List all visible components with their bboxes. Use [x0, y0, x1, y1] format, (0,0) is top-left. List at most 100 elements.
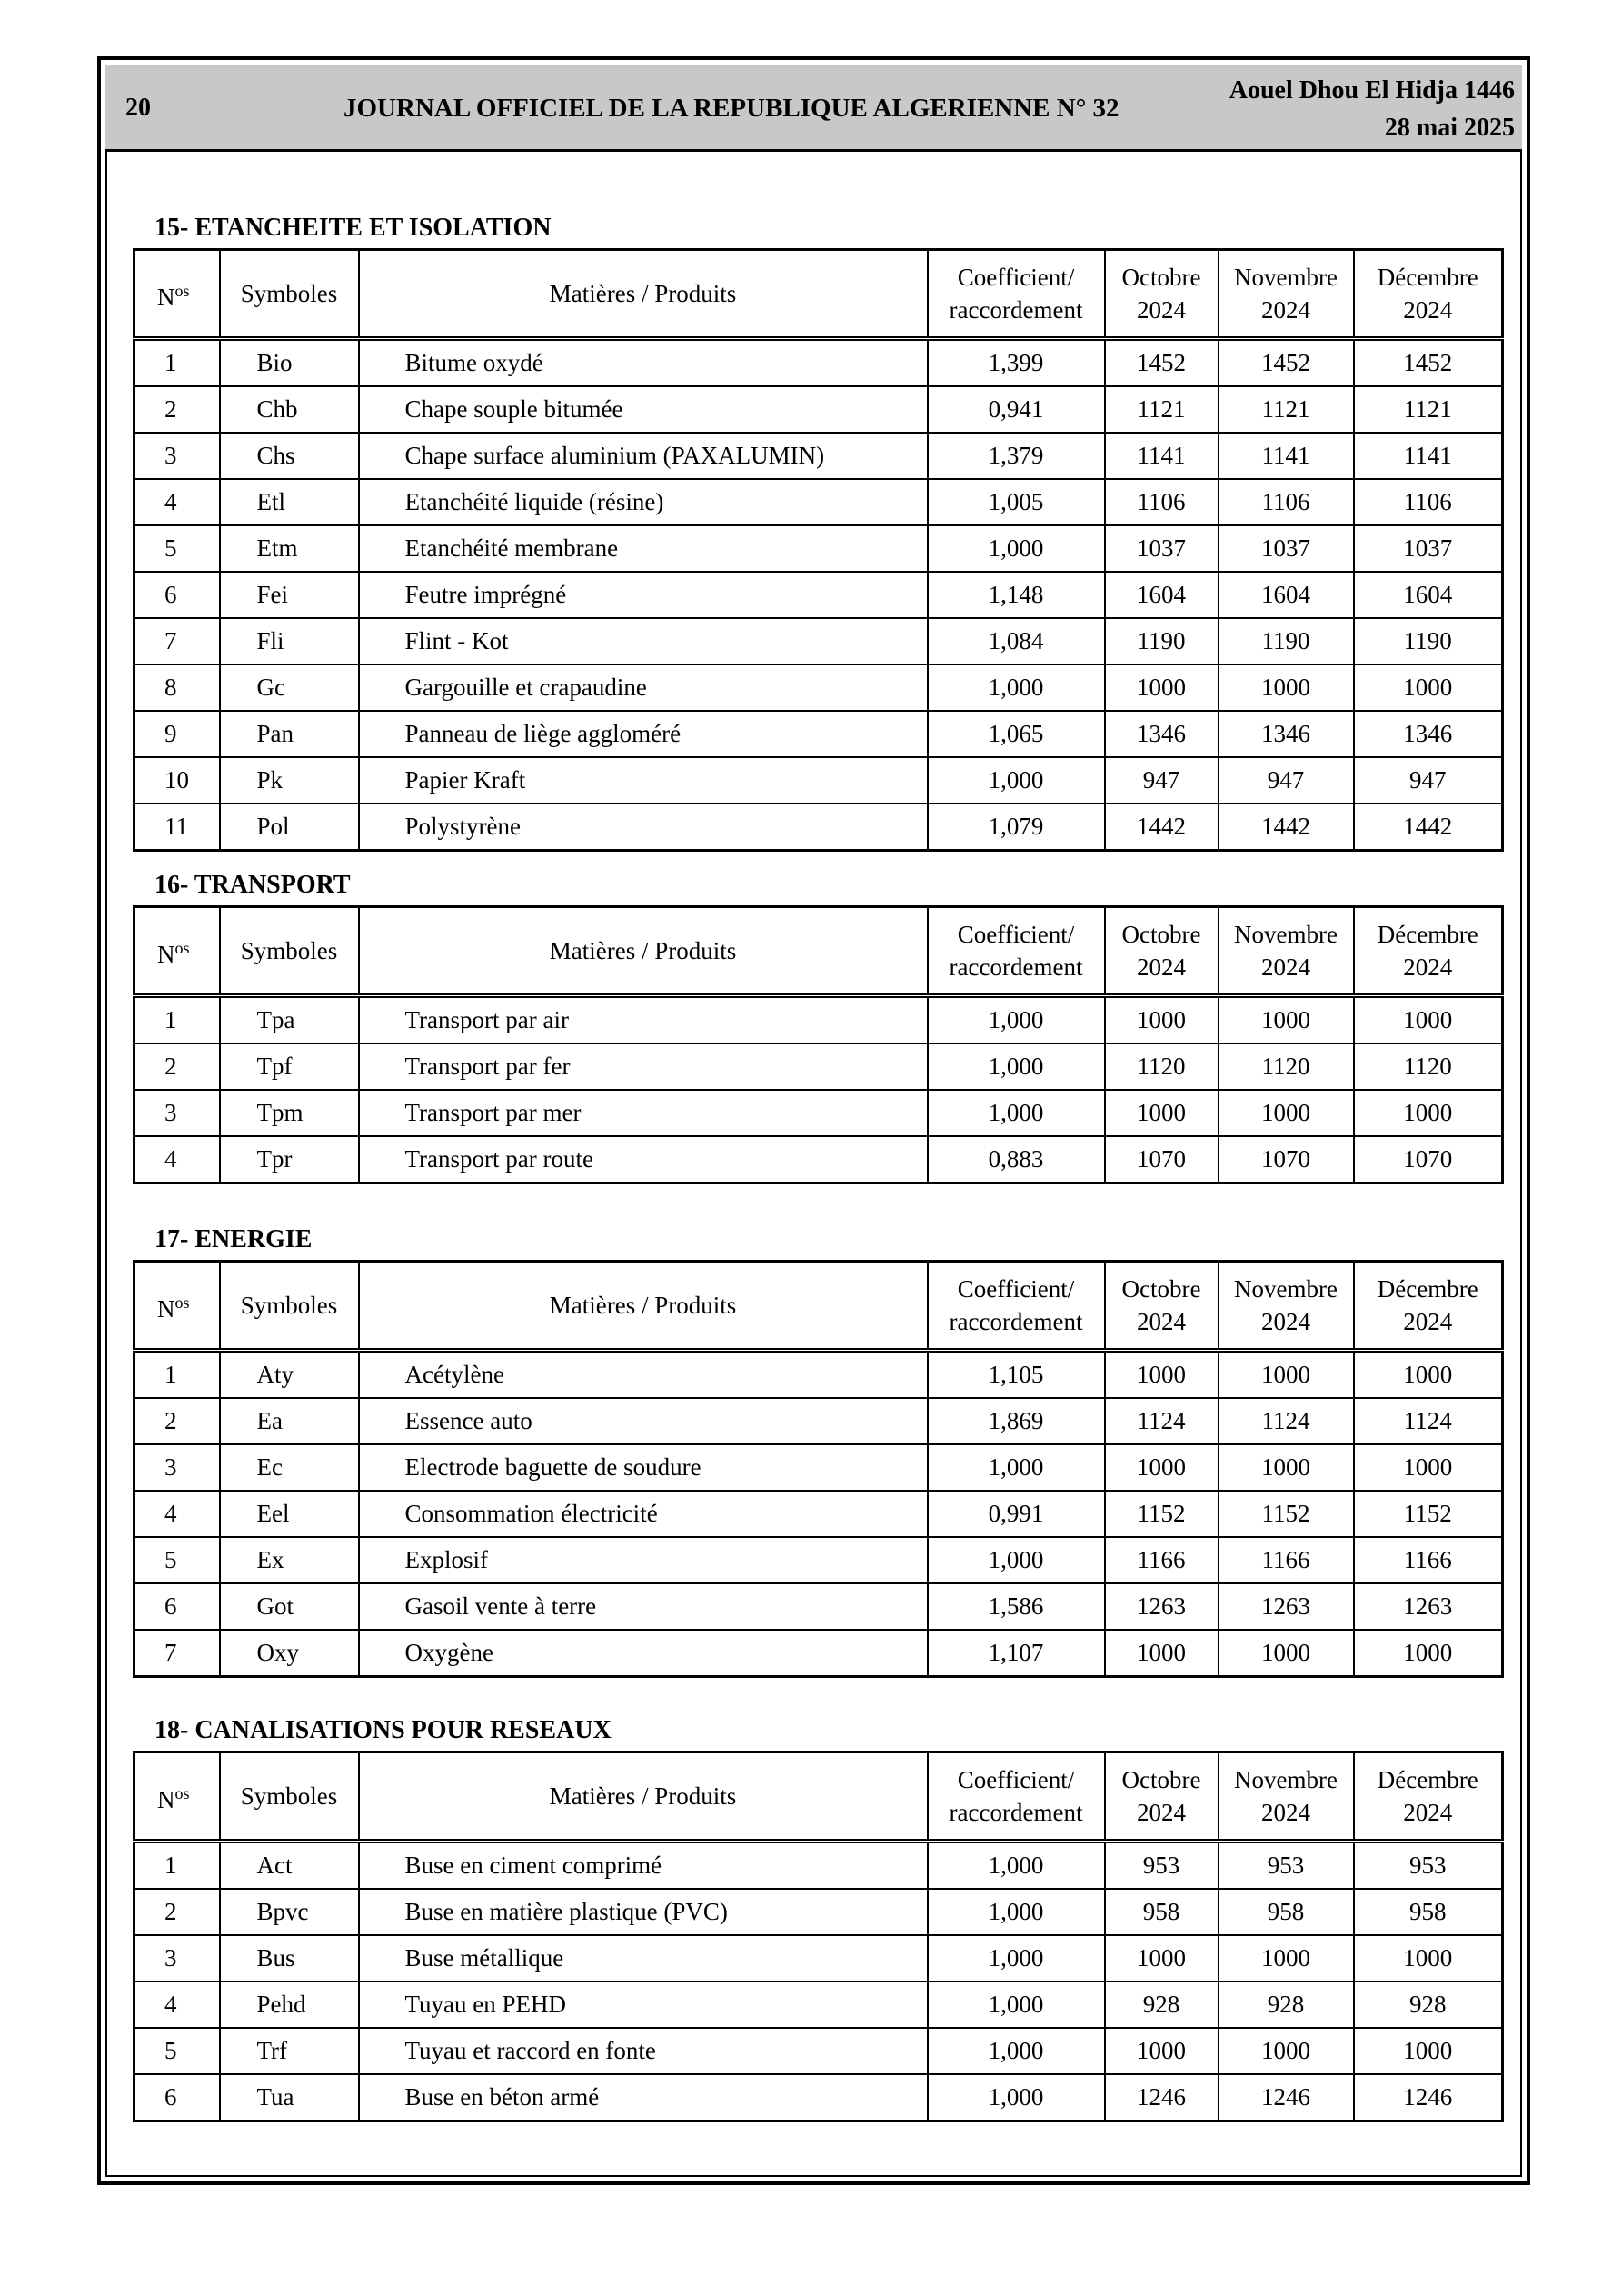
cell: Flint - Kot	[357, 617, 929, 665]
cell: 4	[133, 478, 221, 526]
header-row: Nos Symboles Matières / Produits Coefficien…	[133, 905, 1504, 997]
cell: 7	[133, 1629, 221, 1678]
header-line: Novembre	[1234, 921, 1338, 948]
column-header: Octobre 2024	[1103, 1260, 1219, 1352]
journal-title: JOURNAL OFFICIEL DE LA REPUBLIQUE ALGERI…	[343, 94, 1119, 123]
data-row: 7 Oxy Oxygène 1,107 1000 1000 1000	[133, 1629, 1504, 1678]
header-line: Matières / Produits	[549, 937, 737, 964]
cell: 6	[133, 2073, 221, 2122]
cell: 1141	[1217, 432, 1355, 480]
data-row: 4 Pehd Tuyau en PEHD 1,000 928 928 928	[133, 1981, 1504, 2029]
cell: 1152	[1103, 1490, 1219, 1538]
table-body: 1 Tpa Transport par air 1,000 1000 1000 1000 2 T…	[133, 994, 1504, 1184]
header-line: Novembre	[1234, 1275, 1338, 1303]
data-row: 2 Tpf Transport par fer 1,000 1120 1120 1120	[133, 1043, 1504, 1091]
header-row: Nos Symboles Matières / Produits Coefficien…	[133, 1260, 1504, 1352]
table-head: Nos Symboles Matières / Produits Coefficien…	[133, 905, 1504, 997]
cell: 3	[133, 432, 221, 480]
price-table: Nos Symboles Matières / Produits Coefficien…	[133, 1751, 1504, 2122]
cell: 1000	[1217, 664, 1355, 712]
header-line: Décembre	[1377, 264, 1478, 291]
header-line: Octobre	[1121, 921, 1201, 948]
header-row: Nos Symboles Matières / Produits Coefficien…	[133, 248, 1504, 340]
data-row: 9 Pan Panneau de liège aggloméré 1,065 1346 1…	[133, 710, 1504, 758]
cell: 1	[133, 1349, 221, 1399]
cell: Gasoil vente à terre	[357, 1582, 929, 1631]
header-superscript: os	[174, 281, 190, 300]
cell: Chs	[218, 432, 360, 480]
cell: 1,084	[926, 617, 1106, 665]
cell: 1000	[1352, 1349, 1504, 1399]
cell: Fei	[218, 571, 360, 619]
data-row: 7 Fli Flint - Kot 1,084 1190 1190 1190	[133, 617, 1504, 665]
cell: 1000	[1103, 1349, 1219, 1399]
column-header: Décembre 2024	[1352, 1751, 1504, 1842]
cell: 1,000	[926, 1089, 1106, 1137]
outer-border	[97, 56, 1530, 2185]
cell: 1346	[1217, 710, 1355, 758]
column-header: Matières / Produits	[357, 905, 929, 997]
cell: 1442	[1352, 803, 1504, 852]
cell: 1,005	[926, 478, 1106, 526]
cell: Pehd	[218, 1981, 360, 2029]
cell: 1000	[1352, 1089, 1504, 1137]
cell: Tua	[218, 2073, 360, 2122]
cell: 1,000	[926, 1840, 1106, 1890]
cell: 1246	[1352, 2073, 1504, 2122]
cell: 1000	[1352, 2027, 1504, 2075]
section: 15- ETANCHEITE ET ISOLATION Nos Symboles Ma…	[133, 214, 1504, 852]
cell: 3	[133, 1443, 221, 1492]
cell: 0,883	[926, 1135, 1106, 1184]
cell: 1263	[1217, 1582, 1355, 1631]
cell: Eel	[218, 1490, 360, 1538]
cell: 1000	[1352, 1629, 1504, 1678]
cell: 1000	[1103, 1629, 1219, 1678]
cell: 1190	[1217, 617, 1355, 665]
header-row: Nos Symboles Matières / Produits Coefficien…	[133, 1751, 1504, 1842]
header-line: 2024	[1403, 1308, 1453, 1335]
cell: Tpr	[218, 1135, 360, 1184]
cell: 2	[133, 1888, 221, 1936]
cell: 947	[1352, 756, 1504, 804]
data-row: 1 Act Buse en ciment comprimé 1,000 953 953 95…	[133, 1840, 1504, 1890]
data-row: 2 Ea Essence auto 1,869 1124 1124 1124	[133, 1397, 1504, 1445]
cell: 1120	[1217, 1043, 1355, 1091]
cell: Transport par fer	[357, 1043, 929, 1091]
cell: Electrode baguette de soudure	[357, 1443, 929, 1492]
date-line: Aouel Dhou El Hidja 1446	[1229, 76, 1515, 105]
cell: Transport par mer	[357, 1089, 929, 1137]
table-body: 1 Aty Acétylène 1,105 1000 1000 1000 2 Ea Essence…	[133, 1349, 1504, 1678]
cell: Tuyau et raccord en fonte	[357, 2027, 929, 2075]
cell: 4	[133, 1490, 221, 1538]
cell: 1124	[1103, 1397, 1219, 1445]
cell: 958	[1352, 1888, 1504, 1936]
cell: 1,379	[926, 432, 1106, 480]
section: 16- TRANSPORT Nos Symboles Matières / Produ…	[133, 871, 1504, 1184]
cell: 1106	[1352, 478, 1504, 526]
cell: 1037	[1352, 524, 1504, 573]
cell: 1152	[1352, 1490, 1504, 1538]
data-row: 4 Eel Consommation électricité 0,991 1152 115…	[133, 1490, 1504, 1538]
cell: 1037	[1103, 524, 1219, 573]
cell: 5	[133, 1536, 221, 1584]
header-line: 2024	[1261, 296, 1310, 324]
cell: 1,148	[926, 571, 1106, 619]
cell: 1000	[1103, 1089, 1219, 1137]
cell: Gargouille et crapaudine	[357, 664, 929, 712]
cell: 1190	[1103, 617, 1219, 665]
header-line: Coefficient/	[957, 1275, 1075, 1303]
cell: Etanchéité membrane	[357, 524, 929, 573]
cell: 1	[133, 994, 221, 1044]
column-header: Décembre 2024	[1352, 905, 1504, 997]
cell: Tuyau en PEHD	[357, 1981, 929, 2029]
cell: 1	[133, 337, 221, 387]
column-header: Coefficient/raccordement	[926, 1751, 1106, 1842]
header-line: 2024	[1261, 1308, 1310, 1335]
cell: Bio	[218, 337, 360, 387]
cell: 1166	[1352, 1536, 1504, 1584]
section-title: 15- ETANCHEITE ET ISOLATION	[154, 214, 552, 242]
cell: 1141	[1103, 432, 1219, 480]
cell: 1166	[1217, 1536, 1355, 1584]
cell: 1141	[1352, 432, 1504, 480]
section: 18- CANALISATIONS POUR RESEAUX Nos Symbole…	[133, 1716, 1504, 2122]
